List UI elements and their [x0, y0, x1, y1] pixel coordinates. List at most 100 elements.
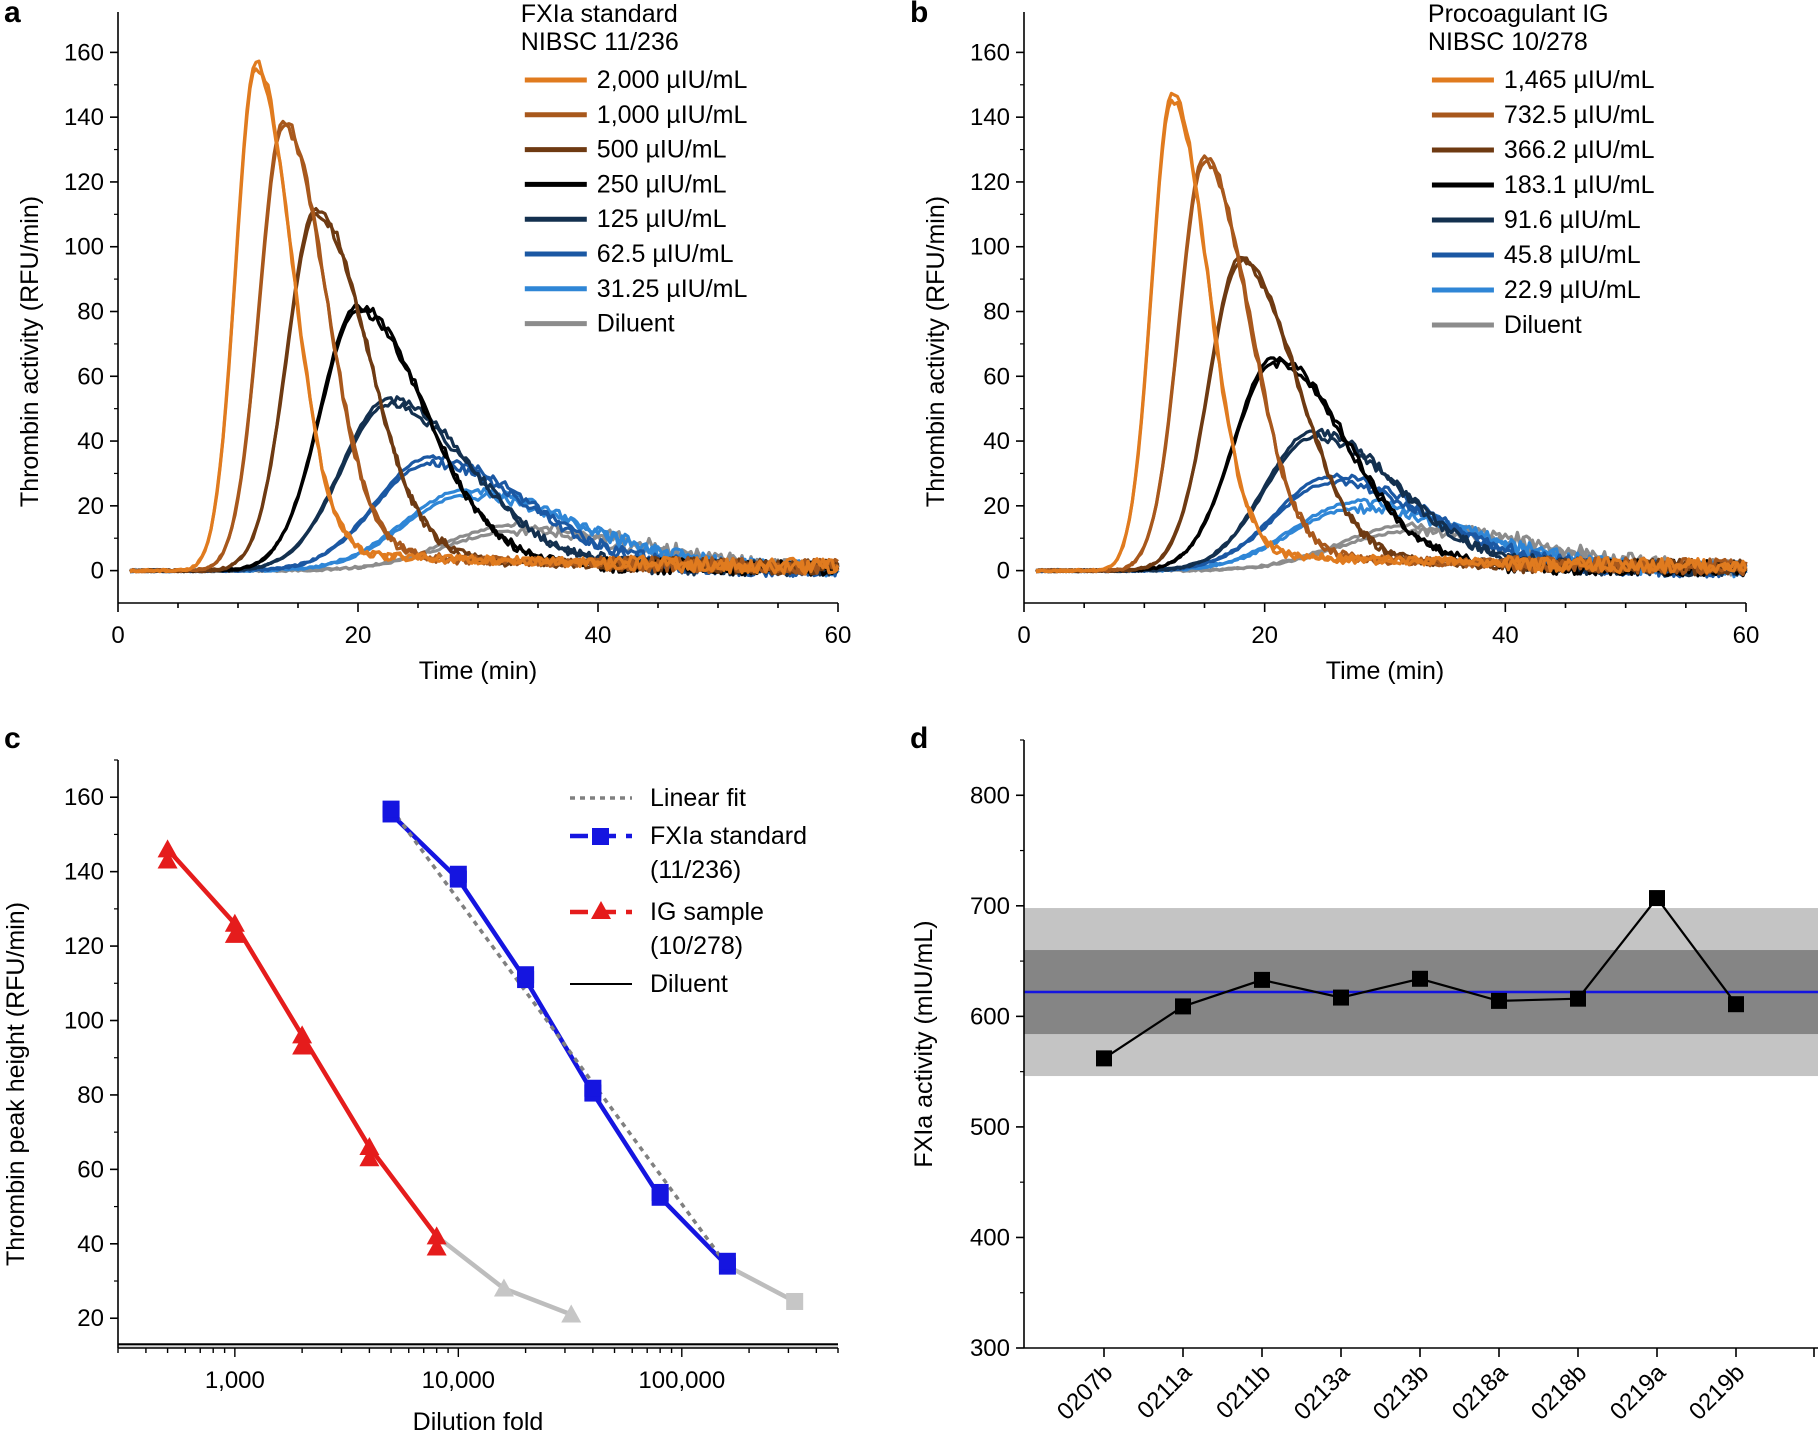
y-axis-title: Thrombin activity (RFU/min): [922, 196, 950, 507]
activity-point-0219b: [1728, 996, 1744, 1013]
legend-label: 250 µIU/mL: [597, 170, 727, 198]
curve-2-000-iu-ml: [129, 59, 840, 575]
y-tick-label: 500: [970, 1114, 1010, 1141]
y-tick-label: 140: [64, 104, 104, 131]
legend-label: (10/278): [650, 932, 743, 960]
x-tick-label: 40: [1492, 622, 1519, 649]
fxia-point-replicate: [449, 865, 467, 883]
activity-point-0218b: [1570, 990, 1586, 1007]
legend-label: (11/236): [650, 856, 741, 884]
legend-marker-fxia: [592, 828, 609, 845]
activity-point-0211b: [1254, 971, 1270, 988]
legend-label: 22.9 µIU/mL: [1504, 276, 1641, 304]
y-tick-label: 400: [970, 1224, 1010, 1251]
y-tick-label: 100: [64, 234, 104, 261]
y-tick-label: 800: [970, 782, 1010, 809]
y-tick-label: 120: [64, 169, 104, 196]
fxia-excluded-point: [786, 1292, 804, 1310]
legend-label: 732.5 µIU/mL: [1504, 101, 1655, 129]
x-tick-label: 10,000: [422, 1367, 495, 1394]
x-tick-label: 60: [825, 622, 852, 649]
curve-125-iu-ml: [129, 395, 839, 578]
x-axis-title: Time (min): [1326, 657, 1445, 685]
y-tick-label: 60: [77, 363, 104, 390]
x-tick-label: 0211b: [1211, 1359, 1276, 1424]
x-tick-label: 0219a: [1605, 1359, 1672, 1426]
chart-panel-a: 0 20 40 60 80 100 120 140 160 0 20 40 60 Time (min) Th…: [16, 0, 851, 685]
x-tick-label: 40: [585, 622, 612, 649]
ig-excluded-point: [493, 1278, 514, 1297]
panel-letter-b: b: [910, 0, 928, 29]
y-tick-label: 160: [64, 39, 104, 66]
activity-point-0207b: [1096, 1050, 1112, 1067]
legend-label: 91.6 µIU/mL: [1504, 206, 1641, 234]
legend-marker-ig: [591, 901, 611, 919]
y-tick-label: 20: [77, 493, 104, 520]
legend-label: 125 µIU/mL: [597, 205, 727, 233]
legend-label: Diluent: [1504, 311, 1582, 339]
legend-label: Linear fit: [650, 784, 746, 812]
activity-point-0213b: [1412, 970, 1428, 987]
y-tick-label: 100: [970, 234, 1010, 261]
y-tick-label: 80: [77, 299, 104, 326]
legend-label: 2,000 µIU/mL: [597, 66, 748, 94]
ig-point-replicate: [292, 1036, 313, 1055]
y-tick-label: 100: [64, 1008, 104, 1035]
y-tick-label: 80: [77, 1082, 104, 1109]
ig-point-replicate: [157, 850, 178, 869]
panel-letter-a: a: [4, 0, 21, 29]
y-tick-label: 600: [970, 1003, 1010, 1030]
x-axis-title: Dilution fold: [413, 1408, 544, 1436]
y-tick-label: 40: [77, 1231, 104, 1258]
legend-title-line: NIBSC 11/236: [521, 28, 679, 56]
x-tick-label: 0211a: [1132, 1359, 1197, 1424]
y-tick-label: 80: [983, 299, 1010, 326]
y-tick-label: 140: [970, 104, 1010, 131]
panel-letter-c: c: [4, 722, 21, 755]
y-tick-label: 120: [970, 169, 1010, 196]
legend-label: 1,000 µIU/mL: [597, 101, 748, 129]
y-tick-label: 140: [64, 859, 104, 886]
y-tick-label: 160: [970, 39, 1010, 66]
x-tick-label: 0219b: [1684, 1359, 1750, 1425]
y-axis-title: Thrombin peak height (RFU/min): [2, 902, 30, 1266]
legend-label: FXIa standard: [650, 822, 807, 850]
fxia-excluded-line: [726, 1264, 796, 1304]
ig-excluded-line: [435, 1234, 573, 1317]
y-tick-label: 20: [77, 1305, 104, 1332]
activity-point-0211a: [1175, 998, 1191, 1015]
y-tick-label: 300: [970, 1335, 1010, 1362]
fxia-point-replicate: [517, 966, 535, 984]
ig-excluded-point: [561, 1304, 582, 1323]
ig-point: [224, 913, 245, 932]
legend-label: Diluent: [597, 310, 675, 338]
y-tick-label: 120: [64, 933, 104, 960]
y-tick-label: 0: [91, 558, 104, 585]
y-tick-label: 40: [77, 428, 104, 455]
x-tick-label: 20: [1251, 622, 1278, 649]
legend-label: 62.5 µIU/mL: [597, 240, 734, 268]
y-tick-label: 20: [983, 493, 1010, 520]
x-axis-title: Time (min): [419, 657, 538, 685]
curve-1-000-iu-ml: [129, 119, 839, 576]
legend-label: 183.1 µIU/mL: [1504, 171, 1655, 199]
activity-point-0213a: [1333, 989, 1349, 1006]
ig-point-replicate: [224, 924, 245, 943]
fxia-point-replicate: [382, 800, 400, 818]
linear-fit-line: [389, 807, 729, 1268]
legend-label: Diluent: [650, 970, 728, 998]
fxia-point-replicate: [651, 1183, 669, 1201]
ig-point: [359, 1137, 380, 1156]
x-tick-label: 0218b: [1526, 1359, 1592, 1425]
y-axis-title: Thrombin activity (RFU/min): [16, 196, 44, 507]
x-tick-label: 0207b: [1052, 1359, 1118, 1425]
y-tick-label: 160: [64, 784, 104, 811]
legend-title-line: Procoagulant IG: [1428, 0, 1609, 28]
ig-point-replicate: [426, 1237, 447, 1256]
y-tick-label: 40: [983, 428, 1010, 455]
y-axis-title: FXIa activity (mIU/mL): [910, 920, 938, 1167]
legend-label: 366.2 µIU/mL: [1504, 136, 1655, 164]
y-tick-label: 60: [983, 363, 1010, 390]
fxia-point-replicate: [584, 1079, 602, 1097]
